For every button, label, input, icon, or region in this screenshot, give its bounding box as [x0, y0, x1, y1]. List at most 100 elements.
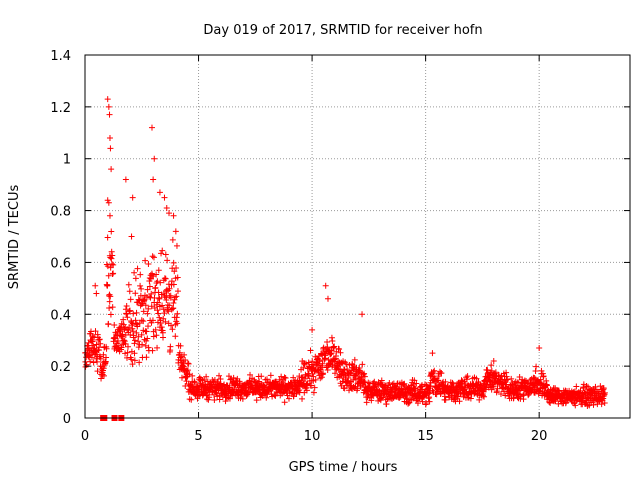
data-point — [401, 380, 408, 387]
data-point — [463, 376, 470, 383]
data-point — [173, 242, 180, 249]
data-point — [145, 260, 152, 267]
data-point — [276, 376, 283, 383]
data-point — [442, 378, 449, 385]
data-point — [97, 355, 104, 362]
data-point — [89, 333, 96, 340]
data-point — [166, 285, 173, 292]
data-point — [137, 282, 144, 289]
data-point — [163, 286, 170, 293]
data-point — [131, 269, 138, 276]
data-point — [170, 300, 177, 307]
data-point — [158, 324, 165, 331]
data-point — [174, 274, 181, 281]
data-point — [473, 375, 480, 382]
data-point — [217, 375, 224, 382]
data-point — [131, 337, 138, 344]
data-point — [154, 344, 161, 351]
y-tick-labels: 0 0.2 0.4 0.6 0.8 1 1.2 1.4 — [50, 49, 71, 427]
y-tick-label: 0.6 — [50, 256, 71, 271]
data-point — [105, 272, 112, 279]
data-point — [164, 257, 171, 264]
data-point — [410, 381, 417, 388]
data-point — [184, 360, 191, 367]
data-point — [94, 358, 101, 365]
data-point — [310, 389, 317, 396]
data-point — [150, 333, 157, 340]
data-point — [281, 399, 288, 406]
data-point — [128, 356, 135, 363]
data-point — [204, 378, 211, 385]
data-point — [239, 395, 246, 402]
data-point — [90, 342, 97, 349]
data-point — [124, 349, 131, 356]
data-point — [285, 395, 292, 402]
data-point — [138, 317, 145, 324]
data-point — [128, 319, 135, 326]
data-point — [290, 374, 297, 381]
data-point — [134, 265, 141, 272]
data-point — [166, 210, 173, 217]
data-point — [107, 145, 114, 152]
data-point — [540, 373, 547, 380]
data-point — [185, 360, 192, 367]
data-point — [125, 343, 132, 350]
axis-ticks — [84, 54, 630, 419]
data-point — [108, 248, 115, 255]
data-point — [125, 281, 132, 288]
data-point — [361, 373, 368, 380]
y-tick-label: 0.2 — [50, 360, 71, 375]
data-point — [406, 399, 413, 406]
data-point — [182, 357, 189, 364]
data-point — [336, 346, 343, 353]
data-point — [168, 278, 175, 285]
data-point — [341, 385, 348, 392]
data-point — [148, 303, 155, 310]
data-point — [337, 349, 344, 356]
data-point — [508, 375, 515, 382]
data-point — [532, 368, 539, 375]
data-point — [263, 394, 270, 401]
data-point — [351, 356, 358, 363]
data-point — [152, 284, 159, 291]
data-point — [143, 328, 150, 335]
data-point — [308, 382, 315, 389]
data-point — [281, 374, 288, 381]
data-point — [396, 394, 403, 401]
data-point — [108, 260, 115, 267]
data-point — [226, 395, 233, 402]
data-point — [133, 309, 140, 316]
data-point — [177, 342, 184, 349]
data-point — [311, 384, 318, 391]
data-point — [120, 316, 127, 323]
data-point — [476, 396, 483, 403]
data-point — [146, 274, 153, 281]
data-point — [139, 341, 146, 348]
data-point — [132, 290, 139, 297]
data-point — [160, 334, 167, 341]
data-point — [104, 234, 111, 241]
data-point — [419, 398, 426, 405]
data-point — [104, 197, 111, 204]
data-point — [137, 271, 144, 278]
data-point — [162, 318, 169, 325]
data-point — [333, 348, 340, 355]
data-point — [319, 360, 326, 367]
data-point — [174, 288, 181, 295]
data-point — [157, 279, 164, 286]
data-point — [423, 400, 430, 407]
data-point — [88, 354, 95, 361]
data-point — [104, 281, 111, 288]
data-point — [169, 236, 176, 243]
data-point — [122, 350, 129, 357]
data-point — [151, 155, 158, 162]
data-point — [309, 358, 316, 365]
data-point — [122, 176, 129, 183]
data-point — [600, 385, 607, 392]
data-point — [107, 311, 114, 318]
data-point — [132, 317, 139, 324]
data-point — [172, 333, 179, 340]
data-point — [138, 331, 145, 338]
data-point — [126, 288, 133, 295]
data-point — [170, 305, 177, 312]
